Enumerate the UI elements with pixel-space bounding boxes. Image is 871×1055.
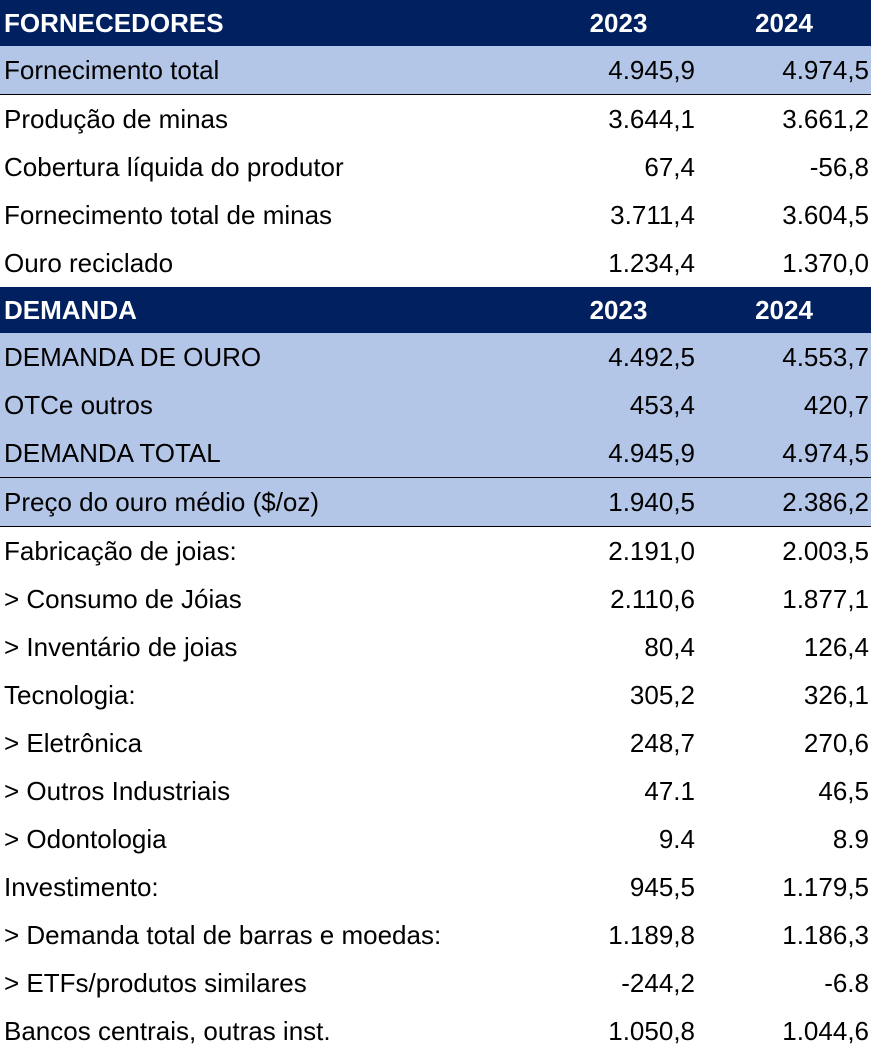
row-value-2024: 2.386,2	[697, 477, 871, 527]
table-row: Ouro reciclado 1.234,4 1.370,0	[0, 239, 871, 287]
table-row: Cobertura líquida do produtor 67,4 -56,8	[0, 143, 871, 191]
table-row: Produção de minas 3.644,1 3.661,2	[0, 95, 871, 144]
row-value-2023: 1.940,5	[540, 477, 697, 527]
row-value-2024: 8.9	[832, 824, 869, 854]
row-value-2024: 270,6	[803, 728, 869, 758]
row-value-2024: 4.974,5	[697, 46, 871, 95]
table-row: Fornecimento total de minas 3.711,4 3.60…	[0, 191, 871, 239]
row-value-2023: 2.110,6	[610, 584, 695, 614]
row-value-2023: 4.945,9	[540, 46, 697, 95]
row-value-2023: 453,4	[540, 381, 697, 429]
table-row: > Outros Industriais 47.1 46,5	[0, 767, 871, 815]
row-value-2024: 3.661,2	[782, 104, 869, 134]
row-label: Investimento:	[4, 872, 159, 902]
row-label: Fornecimento total	[0, 46, 540, 95]
row-value-2024: -56,8	[809, 152, 869, 182]
row-label: Fabricação de joias:	[4, 536, 237, 566]
row-value-2023: 2.191,0	[608, 536, 695, 566]
row-value-2023: 1.189,8	[608, 920, 695, 950]
row-value-2023: 248,7	[629, 728, 695, 758]
row-label: > Consumo de Jóias	[4, 584, 242, 614]
row-label: Bancos centrais, outras inst.	[4, 1016, 331, 1046]
row-value-2024: 46,5	[818, 776, 869, 806]
row-label: DEMANDA DE OURO	[0, 333, 540, 381]
table-row: DEMANDA TOTAL 4.945,9 4.974,5	[0, 429, 871, 478]
row-value-2023: 1.050,8	[608, 1016, 695, 1046]
table-row: OTCe outros 453,4 420,7	[0, 381, 871, 429]
row-value-2024: 2.003,5	[782, 536, 869, 566]
row-value-2024: 1.877,1	[782, 584, 869, 614]
row-value-2023: 3.644,1	[608, 104, 695, 134]
row-label: > Outros Industriais	[4, 776, 231, 806]
row-label: Ouro reciclado	[4, 248, 174, 278]
row-value-2024: 1.179,5	[782, 872, 869, 902]
demand-header-year-2024: 2024	[697, 287, 871, 333]
row-value-2023: 4.492,5	[540, 333, 697, 381]
row-label: > Eletrônica	[4, 728, 143, 758]
supply-header-row: FORNECEDORES 2023 2024	[0, 0, 871, 46]
supply-header-year-2023: 2023	[540, 0, 697, 46]
row-value-2023: 9.4	[658, 824, 695, 854]
row-label: OTCe outros	[0, 381, 540, 429]
row-label: > Odontologia	[4, 824, 167, 854]
row-value-2024: 3.604,5	[782, 200, 869, 230]
row-label: Preço do ouro médio ($/oz)	[0, 477, 540, 527]
row-value-2024: 420,7	[697, 381, 871, 429]
table-row: Fornecimento total 4.945,9 4.974,5	[0, 46, 871, 95]
row-value-2023: 945,5	[629, 872, 695, 902]
demand-header-row: DEMANDA 2023 2024	[0, 287, 871, 333]
row-label: Produção de minas	[4, 104, 229, 134]
table-row: > Inventário de joias 80,4 126,4	[0, 623, 871, 671]
row-label: DEMANDA TOTAL	[0, 429, 540, 478]
table-row: > Demanda total de barras e moedas: 1.18…	[0, 911, 871, 959]
table-row: Tecnologia: 305,2 326,1	[0, 671, 871, 719]
row-value-2024: 1.370,0	[782, 248, 869, 278]
table-row: Preço do ouro médio ($/oz) 1.940,5 2.386…	[0, 477, 871, 527]
row-value-2023: 3.711,4	[610, 200, 695, 230]
table-row: > Eletrônica 248,7 270,6	[0, 719, 871, 767]
table-row: > Odontologia 9.4 8.9	[0, 815, 871, 863]
supply-header-title: FORNECEDORES	[0, 0, 540, 46]
row-label: Cobertura líquida do produtor	[4, 152, 344, 182]
row-value-2023: 4.945,9	[540, 429, 697, 478]
row-value-2024: 4.553,7	[697, 333, 871, 381]
table-row: > Consumo de Jóias 2.110,6 1.877,1	[0, 575, 871, 623]
table-row: > ETFs/produtos similares -244,2 -6.8	[0, 959, 871, 1007]
row-value-2023: 47.1	[644, 776, 695, 806]
row-value-2023: 67,4	[644, 152, 695, 182]
row-value-2024: 126,4	[803, 632, 869, 662]
table-row: DEMANDA DE OURO 4.492,5 4.553,7	[0, 333, 871, 381]
row-value-2024: 4.974,5	[697, 429, 871, 478]
row-label: > ETFs/produtos similares	[4, 968, 307, 998]
supply-header-year-2024: 2024	[697, 0, 871, 46]
row-value-2023: 1.234,4	[608, 248, 695, 278]
row-value-2023: 80,4	[644, 632, 695, 662]
row-value-2024: 1.186,3	[782, 920, 869, 950]
row-value-2023: -244,2	[621, 968, 695, 998]
row-label: Fornecimento total de minas	[4, 200, 333, 230]
demand-header-title: DEMANDA	[0, 287, 540, 333]
table-row: Investimento: 945,5 1.179,5	[0, 863, 871, 911]
row-value-2024: 1.044,6	[782, 1016, 869, 1046]
row-value-2024: -6.8	[824, 968, 869, 998]
row-value-2023: 305,2	[629, 680, 695, 710]
table-row: Bancos centrais, outras inst. 1.050,8 1.…	[0, 1007, 871, 1055]
demand-header-year-2023: 2023	[540, 287, 697, 333]
row-label: > Demanda total de barras e moedas:	[4, 920, 442, 950]
row-label: Tecnologia:	[4, 680, 136, 710]
row-value-2024: 326,1	[803, 680, 869, 710]
table-row: Fabricação de joias: 2.191,0 2.003,5	[0, 527, 871, 576]
row-label: > Inventário de joias	[4, 632, 238, 662]
